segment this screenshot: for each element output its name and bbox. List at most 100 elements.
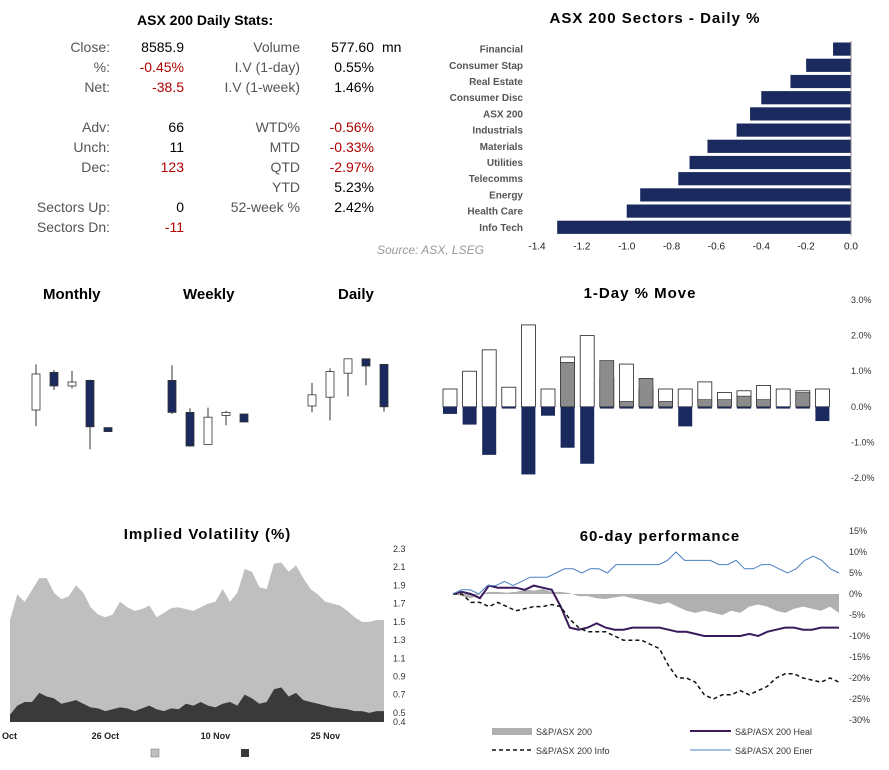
range-down-bar (737, 406, 751, 409)
change-bar (619, 401, 634, 408)
range-down-bar (560, 406, 575, 448)
stat-value: 577.60 (331, 39, 374, 55)
sector-bar (806, 58, 851, 72)
iv-tick-label: 0.7 (393, 690, 406, 700)
daymove-chart-title: 1-Day % Move (583, 285, 697, 302)
stat-label: QTD (270, 159, 300, 175)
range-up-bar (521, 324, 536, 408)
stat-label: Close: (70, 39, 110, 55)
change-bar (736, 395, 752, 408)
candle-up (343, 358, 353, 374)
iv-series-1-area (10, 562, 384, 722)
candle-down (49, 372, 59, 387)
legend-label-info: S&P/ASX 200 Info (536, 746, 610, 756)
sector-tick-label: -0.4 (753, 241, 771, 252)
perf-tick-label: -15% (849, 652, 870, 662)
candle-up (325, 371, 335, 398)
weekly-candles-title: Weekly (183, 286, 235, 303)
range-up-bar (501, 386, 517, 408)
sector-bar (750, 107, 851, 121)
daymove-tick-label: -2.0% (851, 473, 875, 483)
stat-value: -2.97% (329, 159, 374, 175)
sector-tick-label: -1.2 (573, 241, 591, 252)
iv-x-tick-label: Oct (2, 731, 17, 741)
candle-down (167, 380, 177, 413)
source-note: Source: ASX, LSEG (377, 243, 484, 257)
legend-label-asx200: S&P/ASX 200 (536, 727, 592, 737)
stat-value: 66 (168, 119, 184, 135)
iv-tick-label: 2.1 (393, 562, 406, 572)
sector-bar (678, 172, 851, 186)
sector-bar (640, 188, 851, 202)
stat-value: -0.56% (329, 119, 374, 135)
perf-tick-label: -20% (849, 673, 870, 683)
perf-energy-line (452, 551, 840, 595)
perf-tick-label: 15% (849, 526, 867, 536)
stat-label: I.V (1-day) (234, 59, 300, 75)
stat-label: YTD (272, 179, 300, 195)
candle-down (103, 427, 113, 432)
sector-tick-label: 0.0 (844, 241, 858, 252)
perf-health-line (452, 584, 839, 638)
sector-label: ASX 200 (483, 109, 523, 120)
candlestick-charts (31, 358, 389, 450)
change-bar (599, 360, 615, 408)
sector-bar (689, 155, 851, 170)
sector-tick-label: -0.6 (708, 241, 726, 252)
range-down-bar (639, 406, 653, 409)
stat-label: Dec: (81, 159, 110, 175)
iv-tick-label: 0.9 (393, 671, 406, 681)
stat-value: -11 (164, 219, 184, 235)
change-bar (756, 399, 771, 408)
monthly-candles-title: Monthly (43, 286, 101, 303)
sector-label: Info Tech (479, 223, 523, 234)
perf-tick-label: 0% (849, 589, 862, 599)
daymove-tick-label: 3.0% (851, 295, 872, 305)
sector-tick-label: -1.0 (618, 241, 636, 252)
sector-bar (761, 91, 851, 105)
range-up-bar (618, 363, 634, 408)
sector-label: Energy (489, 190, 523, 201)
stat-value: 8585.9 (141, 39, 184, 55)
sector-label: Industrials (472, 126, 523, 137)
sector-label: Utilities (487, 158, 524, 169)
range-down-bar (443, 406, 457, 414)
candle-up (203, 416, 213, 445)
legend-swatch-asx200 (492, 728, 532, 735)
range-down-bar (521, 406, 536, 475)
candle-down (361, 358, 371, 367)
daymove-tick-label: 1.0% (851, 366, 872, 376)
legend-label-health: S&P/ASX 200 Heal (735, 727, 812, 737)
change-bar (560, 362, 575, 408)
stat-label: Volume (253, 39, 300, 55)
iv-legend-swatch-dark (241, 749, 249, 757)
stat-value: 2.42% (334, 199, 374, 215)
iv-tick-label: 1.1 (393, 653, 406, 663)
stat-label: MTD (269, 139, 300, 155)
iv-series-2-area (10, 687, 384, 722)
legend-label-energy: S&P/ASX 200 Ener (735, 746, 813, 756)
iv-tick-label: 2.3 (393, 544, 406, 554)
iv-legend-swatch-light (150, 748, 160, 758)
stat-label: Adv: (81, 119, 110, 135)
daymove-tick-label: -1.0% (851, 437, 875, 447)
sector-bar (557, 220, 851, 234)
perf-info-line (453, 593, 840, 700)
sectors-bar-chart: Financial Consumer Stap Real Estate Consume… (449, 41, 858, 252)
candle-up (31, 373, 41, 411)
sector-label: Real Estate (469, 77, 523, 88)
range-down-bar (482, 406, 497, 455)
sector-tick-label: -0.2 (798, 241, 816, 252)
candle-up (67, 381, 77, 387)
stat-value: 0 (176, 199, 184, 215)
range-down-bar (658, 406, 673, 409)
iv-tick-label: 1.7 (393, 599, 406, 609)
sector-tick-label: -1.4 (528, 241, 546, 252)
range-up-bar (442, 388, 458, 408)
sector-label: Telecomms (469, 174, 524, 185)
range-up-bar (579, 335, 595, 408)
daymove-tick-label: 0.0% (851, 402, 872, 412)
stats-title: ASX 200 Daily Stats: (137, 12, 274, 28)
iv-area-chart: 2.3 2.1 1.9 1.7 1.5 1.3 1.1 0.9 0.7 0.50.4 Oct 26 O… (2, 544, 406, 758)
range-up-bar (540, 388, 556, 408)
